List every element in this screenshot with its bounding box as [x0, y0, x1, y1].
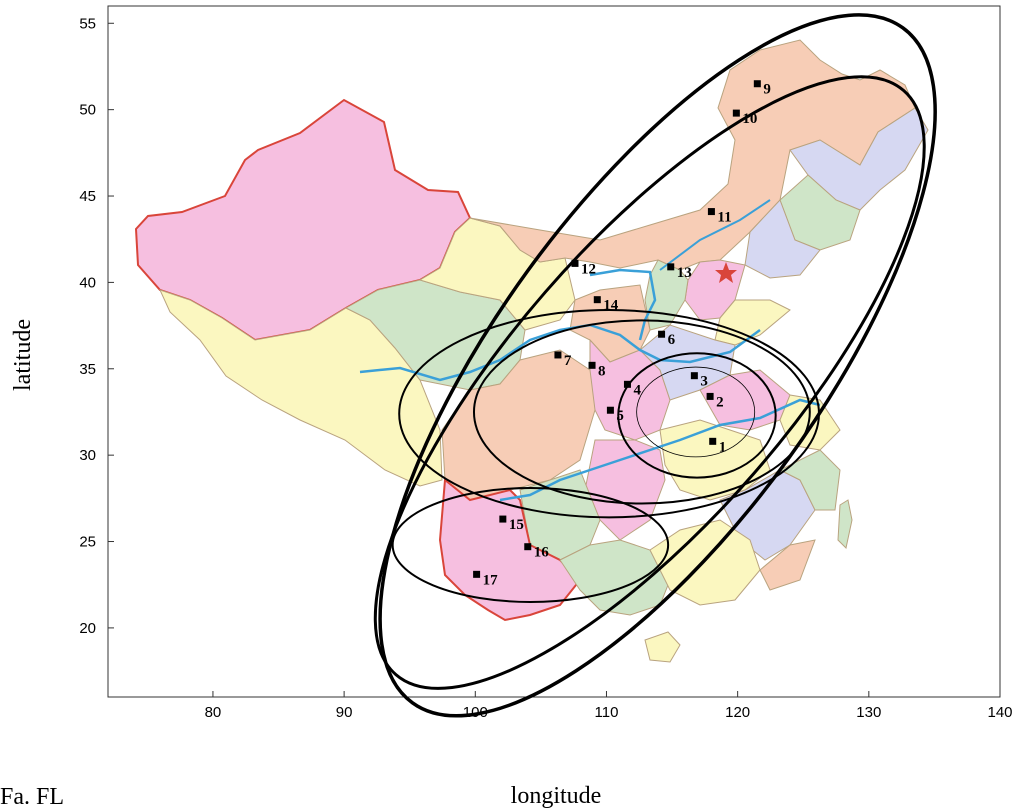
x-tick-label: 90 [336, 704, 353, 721]
site-marker [658, 330, 666, 338]
y-tick-label: 55 [79, 15, 96, 32]
cluster-ellipse [472, 319, 811, 505]
site-marker [709, 437, 717, 445]
x-tick-label: 120 [725, 704, 750, 721]
site-label: 7 [564, 353, 572, 369]
cluster-ellipse [617, 352, 777, 479]
site-marker [473, 570, 481, 578]
site-label: 1 [719, 439, 727, 455]
cluster-ellipses [373, 13, 937, 718]
site-label: 4 [633, 382, 641, 398]
site-label: 9 [763, 82, 771, 98]
site-label: 6 [668, 332, 676, 348]
x-tick-label: 140 [987, 704, 1012, 721]
site-label: 10 [742, 111, 757, 127]
x-axis-label: longitude [511, 783, 602, 809]
site-marker [690, 372, 698, 380]
y-tick-label: 45 [79, 188, 96, 205]
site-marker [524, 543, 532, 551]
y-tick-label: 40 [79, 274, 96, 291]
y-tick-label: 20 [79, 620, 96, 637]
site-marker [706, 392, 714, 400]
site-marker [623, 380, 631, 388]
site-label: 2 [716, 394, 724, 410]
cluster-ellipse [636, 366, 756, 458]
footer-text: Fa. FL [0, 784, 65, 810]
site-marker [707, 208, 715, 216]
axes-frame [107, 5, 1001, 698]
x-tick-label: 80 [205, 704, 222, 721]
site-label: 13 [677, 265, 692, 281]
site-label: 11 [717, 210, 731, 226]
y-tick-label: 50 [79, 102, 96, 119]
site-label: 12 [581, 261, 596, 277]
y-tick-label: 30 [79, 447, 96, 464]
cluster-ellipse [373, 75, 926, 690]
site-marker [732, 109, 740, 117]
site-label: 16 [534, 545, 550, 561]
site-marker [593, 296, 601, 304]
site-label: 14 [603, 298, 619, 314]
china-map-background [108, 6, 1000, 697]
x-tick-label: 110 [595, 704, 619, 721]
site-label: 17 [483, 572, 499, 588]
cluster-ellipse [378, 13, 937, 718]
site-label: 8 [598, 363, 606, 379]
site-label: 5 [616, 408, 624, 424]
site-marker [753, 80, 761, 88]
site-marker [554, 351, 562, 359]
site-label: 15 [509, 517, 524, 533]
y-axis-label: latitude [10, 319, 36, 391]
site-label: 3 [700, 374, 708, 390]
site-marker [588, 361, 596, 369]
site-marker [606, 406, 614, 414]
y-tick-label: 25 [79, 534, 96, 551]
cluster-ellipse [391, 486, 670, 603]
y-tick-label: 35 [79, 361, 96, 378]
site-marker [571, 259, 579, 267]
x-tick-label: 130 [856, 704, 881, 721]
site-marker [499, 515, 507, 523]
site-marker [667, 263, 675, 271]
